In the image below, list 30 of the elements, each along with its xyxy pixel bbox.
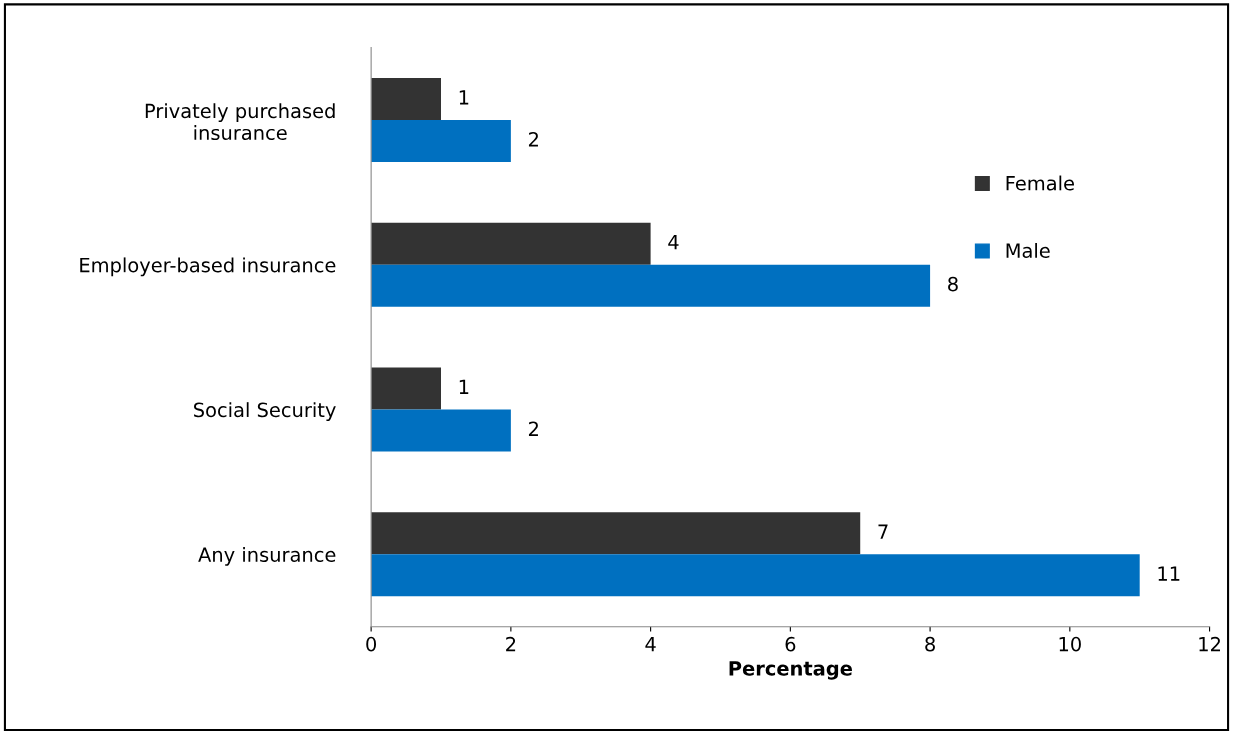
x-tick-label: 10 — [1059, 636, 1081, 652]
bar — [371, 120, 511, 163]
bar — [371, 554, 1140, 597]
data-label: 1 — [459, 90, 469, 105]
data-label: 1 — [459, 379, 469, 394]
bar — [371, 264, 931, 307]
bar — [371, 78, 441, 121]
data-label: 7 — [878, 524, 888, 539]
bar — [371, 222, 651, 265]
y-tick-label: Any insurance — [198, 546, 336, 566]
x-tick-label: 12 — [1199, 636, 1220, 652]
bar — [371, 367, 441, 410]
y-tick-label: Employer-based insurance — [80, 257, 336, 277]
data-label: 11 — [1158, 566, 1180, 581]
x-tick-label: 0 — [366, 636, 377, 652]
y-tick-label: Privately purchased insurance — [145, 103, 335, 141]
x-tick-label: 8 — [925, 636, 935, 652]
bar — [371, 512, 861, 555]
y-tick-label: Social Security — [194, 402, 336, 421]
data-label: 4 — [668, 234, 679, 250]
data-label: 2 — [528, 131, 538, 147]
data-label: 2 — [528, 421, 538, 436]
legend-label: Male — [1006, 242, 1050, 259]
legend-label: Female — [1006, 175, 1074, 191]
x-tick-label: 4 — [645, 637, 656, 652]
x-tick-label: 6 — [785, 636, 796, 652]
x-axis-title: Percentage — [729, 661, 852, 680]
bar — [371, 409, 511, 452]
data-label: 8 — [948, 276, 958, 292]
x-tick-label: 2 — [506, 636, 516, 652]
